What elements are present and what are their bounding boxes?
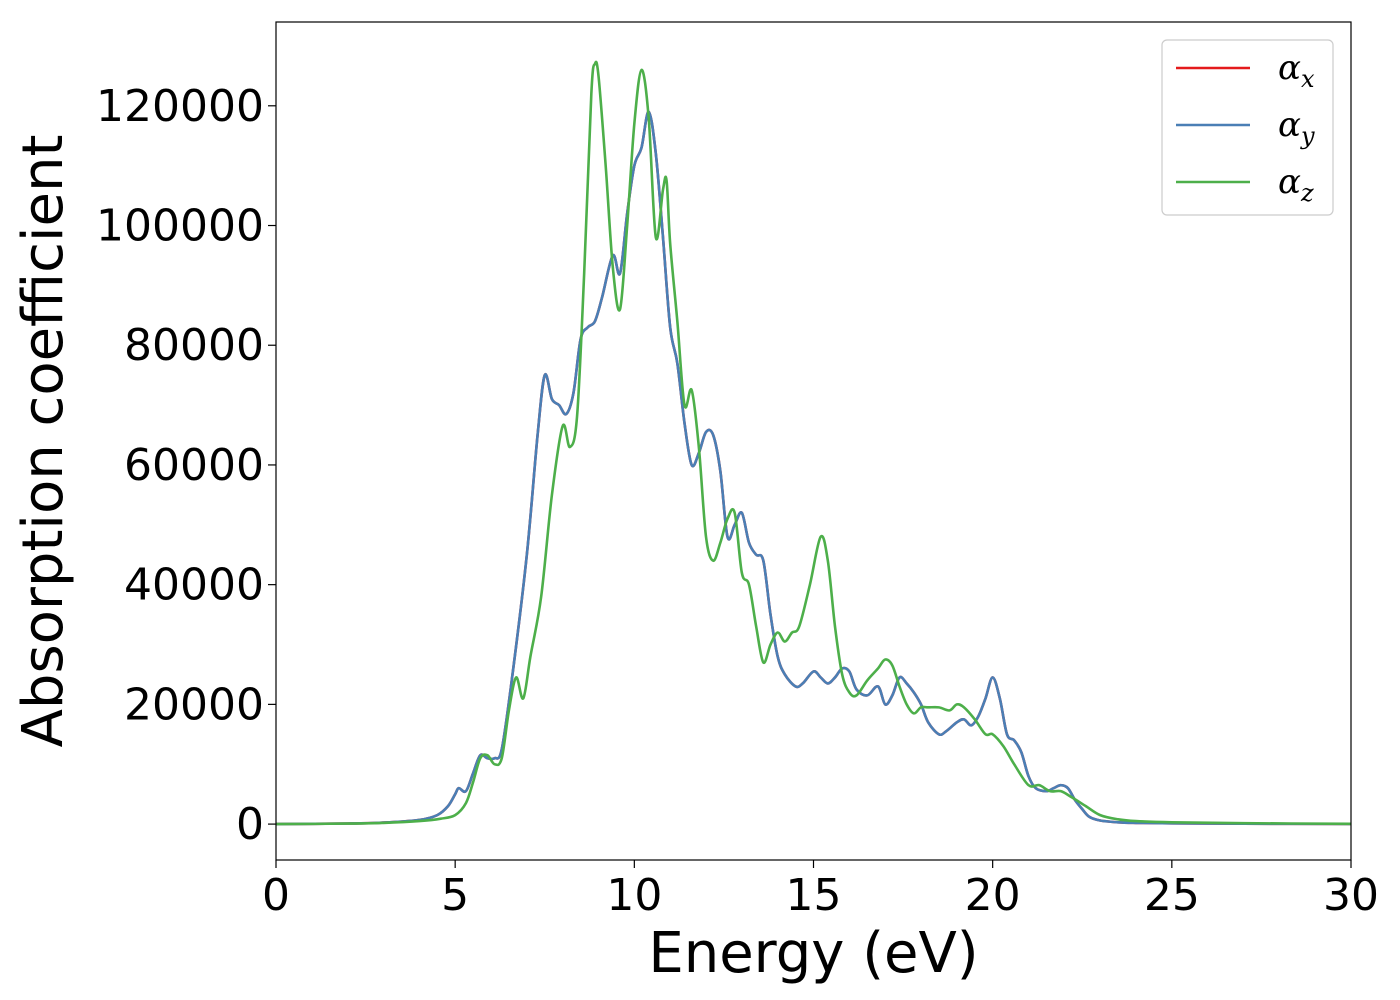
x-axis-ticks: 0 5 10 15 20 25 30	[262, 860, 1379, 921]
y-tick-label: 0	[236, 799, 264, 850]
x-tick-label: 5	[441, 870, 469, 921]
y-tick-label: 80000	[124, 320, 264, 371]
x-tick-label: 30	[1323, 870, 1379, 921]
legend-label-x: αx	[1278, 48, 1315, 93]
y-axis-label: Absorption coefficient	[11, 135, 76, 748]
plot-area-frame	[275, 21, 1352, 861]
y-tick-label: 40000	[124, 560, 264, 611]
y-tick-label: 20000	[124, 679, 264, 730]
y-tick-label: 100000	[96, 201, 264, 252]
x-tick-label: 15	[786, 870, 842, 921]
y-axis-ticks: 0 20000 40000 60000 80000 100000 120000	[96, 81, 276, 850]
x-tick-label: 0	[262, 870, 290, 921]
legend-box	[1161, 39, 1334, 216]
x-tick-label: 25	[1144, 870, 1200, 921]
legend-label-y: αy	[1278, 105, 1315, 150]
legend-label-z: αz	[1278, 162, 1314, 207]
series-line-x	[276, 110, 1351, 826]
y-tick-label: 120000	[96, 81, 264, 132]
y-tick-label: 60000	[124, 440, 264, 491]
x-tick-label: 20	[965, 870, 1021, 921]
series-lines	[276, 60, 1351, 826]
series-line-y	[276, 110, 1351, 826]
x-tick-label: 10	[606, 870, 662, 921]
legend: αx αy αz	[1161, 39, 1334, 216]
x-axis-label: Energy (eV)	[648, 921, 978, 986]
series-line-z	[276, 60, 1351, 826]
